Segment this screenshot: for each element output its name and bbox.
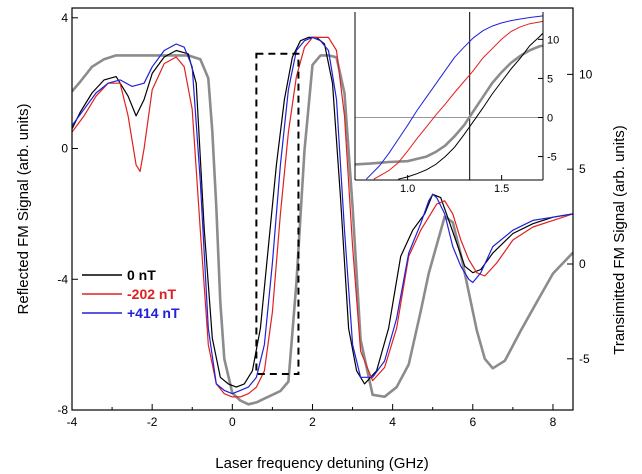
legend-label-414-nt: +414 nT — [127, 305, 180, 321]
inset-y-tick-label: 0 — [547, 112, 553, 124]
inset-ticks: 1.0 1.5 -5 0 5 10 — [400, 34, 559, 195]
inset-series-line-414-nt — [365, 15, 543, 180]
series-line-414-nt — [72, 36, 573, 395]
zoom-box — [255, 52, 300, 376]
y-left-tick-label: -4 — [57, 272, 68, 286]
y-axis-right-label: Transimitted FM Signal (arb. units) — [611, 125, 628, 355]
inset-y-tick-label: -5 — [547, 152, 557, 164]
y-left-tick-label: 0 — [61, 142, 68, 156]
inset-y-tick-label: 5 — [547, 73, 553, 85]
zoom-region-box — [255, 52, 300, 376]
main-plot-series — [72, 36, 573, 406]
inset-y-tick-label: 10 — [547, 34, 559, 46]
inset-series-line-0-nt — [398, 32, 543, 180]
y-right-tick-label: 5 — [579, 162, 586, 176]
inset-series-line-transmitted — [355, 44, 543, 166]
series-line-transmitted — [72, 54, 573, 406]
inset-series — [355, 12, 543, 180]
series-line-0-nt — [72, 36, 573, 388]
inset-x-tick-label: 1.0 — [400, 183, 415, 195]
y-right-tick-label: 0 — [579, 257, 586, 271]
x-tick-label: 0 — [229, 415, 236, 429]
inset-plot: 1.0 1.5 -5 0 5 10 — [354, 12, 559, 195]
inset-series-line-202-nt — [373, 20, 543, 180]
y-left-tick-label: 4 — [61, 11, 68, 25]
legend-label-0-nt: 0 nT — [127, 267, 156, 283]
inset-background — [355, 12, 543, 180]
legend: 0 nT -202 nT +414 nT — [82, 267, 180, 321]
series-line-202-nt — [72, 36, 573, 398]
x-tick-label: 2 — [309, 415, 316, 429]
y-right-tick-label: 10 — [579, 67, 593, 81]
y-axis-left-label: Reflected FM Signal (arb. units) — [15, 104, 32, 315]
inset-x-tick-label: 1.5 — [494, 183, 509, 195]
y-right-tick-label: -5 — [579, 352, 590, 366]
x-tick-label: 8 — [550, 415, 557, 429]
x-tick-label: 4 — [389, 415, 396, 429]
x-tick-label: 6 — [469, 415, 476, 429]
legend-label-202-nt: -202 nT — [127, 286, 176, 302]
x-axis-label: Laser frequency detuning (GHz) — [215, 455, 428, 472]
y-left-tick-label: -8 — [57, 403, 68, 417]
x-tick-label: -2 — [147, 415, 158, 429]
x-tick-label: -4 — [67, 415, 78, 429]
main-plot-frame — [71, 7, 574, 411]
